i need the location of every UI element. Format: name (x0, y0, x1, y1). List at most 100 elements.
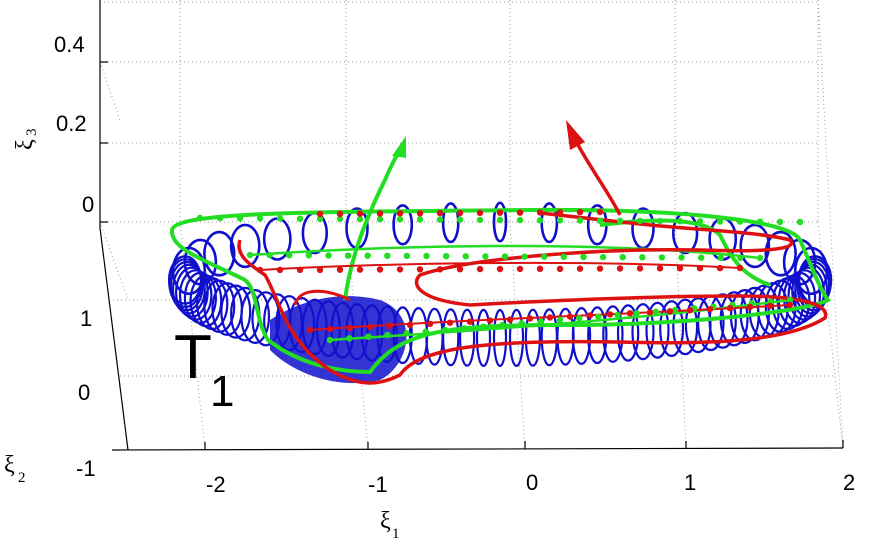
trajectory-marker (796, 218, 804, 226)
tube-circle (392, 204, 414, 246)
trajectory-marker (456, 266, 464, 273)
trajectory-marker (296, 266, 304, 273)
trajectory-marker (462, 253, 469, 260)
trajectory-marker (658, 254, 666, 261)
trajectory-marker (626, 310, 634, 317)
trajectory-marker (566, 313, 574, 320)
trajectory-marker (698, 254, 705, 261)
trajectory-marker (716, 218, 724, 225)
trajectory-marker (496, 216, 504, 224)
trajectory-marker (736, 264, 744, 272)
trajectory-marker (586, 312, 594, 319)
trajectory-marker (406, 321, 414, 328)
y-tick-0: 0 (78, 380, 90, 405)
trajectory-marker (476, 216, 484, 224)
tube-circle (631, 207, 655, 250)
tube-circle (229, 223, 261, 269)
y-axis-label-sub: 2 (18, 470, 26, 486)
trajectory-marker (482, 253, 489, 260)
tube-circle (684, 297, 712, 354)
y-axis-label-main: ξ (4, 452, 15, 478)
trajectory-marker (416, 210, 424, 217)
trajectory-marker (556, 316, 564, 324)
trajectory-marker (480, 323, 487, 330)
trajectory-marker (652, 308, 659, 315)
trajectory-marker (456, 209, 464, 217)
torus-annotation: T 1 (174, 323, 234, 416)
trajectory-marker (599, 253, 607, 261)
trajectory-marker (336, 215, 344, 223)
x-tick-minus-2: -2 (206, 472, 226, 497)
trajectory-marker (496, 209, 504, 216)
tube-circle (442, 308, 460, 367)
trajectory-marker (386, 322, 394, 329)
trajectory-marker (678, 254, 685, 261)
x-tick-0: 0 (526, 470, 538, 495)
trajectory-marker (416, 266, 424, 273)
trajectory-marker (580, 253, 587, 261)
trajectory-marker (746, 303, 754, 311)
tube-circle (672, 298, 699, 356)
trajectory-marker (356, 210, 364, 217)
x-tick-2: 2 (843, 470, 855, 495)
trajectory-marker (346, 335, 353, 342)
trajectory-marker (656, 217, 664, 225)
trajectory-marker (316, 210, 324, 218)
trajectory-marker (676, 265, 684, 272)
trajectory-marker (606, 311, 614, 318)
tube-circle (441, 202, 460, 244)
trajectory-marker (396, 266, 404, 273)
trajectory-marker (416, 216, 424, 223)
trajectory-marker (436, 216, 444, 223)
tube-circle (764, 230, 797, 277)
trajectory-marker (506, 316, 514, 323)
x-axis-label-main: ξ (380, 508, 391, 534)
trajectory-marker (356, 215, 364, 223)
trajectory-marker (256, 266, 264, 274)
trajectory-marker (516, 216, 524, 224)
y-tick-1: 1 (80, 306, 92, 331)
trajectory-marker (466, 318, 474, 325)
trajectory-marker (236, 215, 244, 222)
trajectory-marker (636, 217, 644, 225)
trajectory-marker (436, 266, 444, 273)
trajectory-marker (756, 218, 764, 225)
trajectory-marker (376, 216, 384, 223)
trajectory-marker (384, 252, 391, 259)
trajectory-marker (576, 265, 584, 272)
tube-circle (671, 211, 699, 255)
x-axis-label-sub: 1 (392, 526, 400, 542)
trajectory-marker (305, 252, 312, 259)
trajectory-marker (396, 216, 404, 223)
trajectory-marker (325, 252, 332, 259)
trajectory-marker (536, 265, 544, 272)
trajectory-marker (696, 218, 704, 225)
trajectory-marker (499, 321, 506, 329)
trajectory-marker (516, 265, 524, 273)
trajectory-marker (576, 217, 584, 224)
tube-circle (492, 308, 508, 368)
trajectory-marker (541, 253, 548, 260)
trajectory-marker (276, 266, 284, 274)
z-axis-label-sub: 3 (24, 129, 40, 137)
trajectory-marker (616, 265, 624, 272)
trajectory-marker (461, 325, 468, 332)
trajectory-marker (426, 320, 434, 327)
z-tick-0: 0 (82, 192, 94, 217)
trajectory-marker (344, 252, 352, 259)
trajectory-marker (776, 218, 784, 226)
green-trajectory-series (170, 136, 832, 375)
z-tick-labels: 0.4 0.2 0 (54, 32, 94, 217)
tube-circle (174, 266, 209, 318)
trajectory-marker (536, 209, 544, 216)
trajectory-marker (216, 214, 224, 222)
trajectory-marker (365, 333, 372, 340)
trajectory-marker (646, 309, 654, 316)
x-tick-1: 1 (684, 470, 696, 495)
trajectory-marker (726, 304, 734, 312)
tube-circle (508, 308, 525, 367)
axes (99, 0, 844, 451)
trajectory-marker (576, 315, 583, 322)
trajectory-marker (441, 326, 449, 334)
trajectory-marker (423, 252, 430, 260)
